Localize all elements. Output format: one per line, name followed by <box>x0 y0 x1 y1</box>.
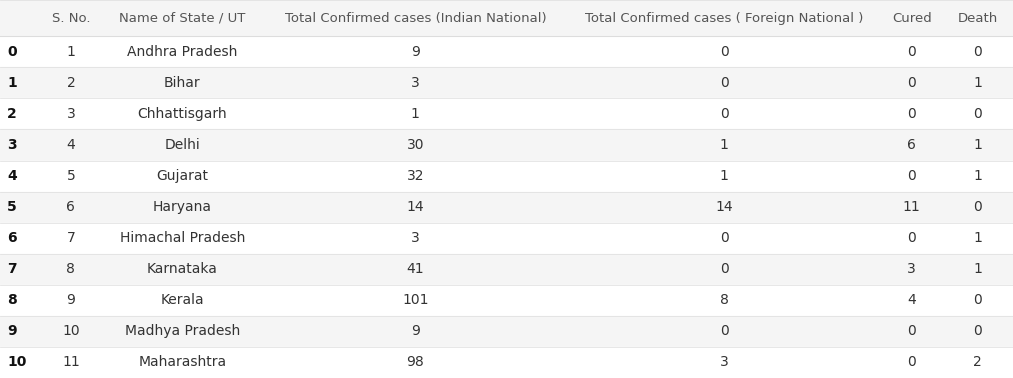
Bar <box>0 285 1013 316</box>
Text: 1: 1 <box>67 45 75 59</box>
Text: 41: 41 <box>406 262 424 276</box>
Text: 8: 8 <box>7 293 17 307</box>
Text: 0: 0 <box>908 231 916 245</box>
Text: 0: 0 <box>908 107 916 121</box>
Text: Maharashtra: Maharashtra <box>139 355 226 369</box>
Text: 14: 14 <box>406 200 424 214</box>
Bar <box>0 161 1013 192</box>
Text: 5: 5 <box>67 169 75 183</box>
Text: 1: 1 <box>7 76 17 90</box>
Text: Karnataka: Karnataka <box>147 262 218 276</box>
Text: 4: 4 <box>908 293 916 307</box>
Text: Andhra Pradesh: Andhra Pradesh <box>128 45 237 59</box>
Text: 11: 11 <box>903 200 921 214</box>
Text: 0: 0 <box>720 324 728 338</box>
Bar <box>0 36 1013 67</box>
Text: 0: 0 <box>973 293 982 307</box>
Bar <box>0 129 1013 161</box>
Bar <box>0 0 1013 36</box>
Text: S. No.: S. No. <box>52 12 90 25</box>
Text: 1: 1 <box>973 76 982 90</box>
Text: 10: 10 <box>62 324 80 338</box>
Text: 3: 3 <box>908 262 916 276</box>
Text: 0: 0 <box>908 355 916 369</box>
Text: 0: 0 <box>973 107 982 121</box>
Bar <box>0 67 1013 98</box>
Text: 7: 7 <box>67 231 75 245</box>
Text: 8: 8 <box>67 262 75 276</box>
Text: Death: Death <box>957 12 998 25</box>
Text: 1: 1 <box>720 169 728 183</box>
Text: 5: 5 <box>7 200 17 214</box>
Bar <box>0 98 1013 129</box>
Text: 0: 0 <box>908 76 916 90</box>
Text: 98: 98 <box>406 355 424 369</box>
Text: Kerala: Kerala <box>160 293 205 307</box>
Text: Bihar: Bihar <box>164 76 201 90</box>
Text: 1: 1 <box>973 231 982 245</box>
Text: 9: 9 <box>411 324 419 338</box>
Text: Total Confirmed cases (Indian National): Total Confirmed cases (Indian National) <box>285 12 546 25</box>
Text: 8: 8 <box>720 293 728 307</box>
Text: 3: 3 <box>720 355 728 369</box>
Text: 3: 3 <box>67 107 75 121</box>
Text: 9: 9 <box>411 45 419 59</box>
Text: Cured: Cured <box>891 12 932 25</box>
Text: 9: 9 <box>7 324 17 338</box>
Text: 1: 1 <box>720 138 728 152</box>
Text: 11: 11 <box>62 355 80 369</box>
Text: Total Confirmed cases ( Foreign National ): Total Confirmed cases ( Foreign National… <box>586 12 863 25</box>
Text: 1: 1 <box>411 107 419 121</box>
Text: 7: 7 <box>7 262 17 276</box>
Text: 0: 0 <box>908 324 916 338</box>
Bar <box>0 254 1013 285</box>
Text: 2: 2 <box>67 76 75 90</box>
Text: Haryana: Haryana <box>153 200 212 214</box>
Bar <box>0 223 1013 254</box>
Text: 4: 4 <box>7 169 17 183</box>
Text: 0: 0 <box>908 169 916 183</box>
Text: Gujarat: Gujarat <box>156 169 209 183</box>
Text: 1: 1 <box>973 169 982 183</box>
Text: 3: 3 <box>7 138 17 152</box>
Text: 0: 0 <box>908 45 916 59</box>
Text: 0: 0 <box>720 262 728 276</box>
Text: 0: 0 <box>720 107 728 121</box>
Text: 0: 0 <box>973 200 982 214</box>
Text: 101: 101 <box>402 293 428 307</box>
Text: 6: 6 <box>67 200 75 214</box>
Text: 14: 14 <box>715 200 733 214</box>
Bar <box>0 347 1013 378</box>
Text: 0: 0 <box>720 45 728 59</box>
Text: 6: 6 <box>908 138 916 152</box>
Text: Name of State / UT: Name of State / UT <box>120 12 245 25</box>
Text: 3: 3 <box>411 76 419 90</box>
Text: 2: 2 <box>7 107 17 121</box>
Text: 0: 0 <box>973 324 982 338</box>
Text: Chhattisgarh: Chhattisgarh <box>138 107 227 121</box>
Bar <box>0 316 1013 347</box>
Text: 0: 0 <box>720 76 728 90</box>
Text: 0: 0 <box>7 45 17 59</box>
Text: 3: 3 <box>411 231 419 245</box>
Text: 0: 0 <box>973 45 982 59</box>
Text: 4: 4 <box>67 138 75 152</box>
Text: Himachal Pradesh: Himachal Pradesh <box>120 231 245 245</box>
Text: 2: 2 <box>973 355 982 369</box>
Text: 32: 32 <box>406 169 424 183</box>
Text: 6: 6 <box>7 231 17 245</box>
Text: Delhi: Delhi <box>164 138 201 152</box>
Text: Madhya Pradesh: Madhya Pradesh <box>125 324 240 338</box>
Bar <box>0 192 1013 223</box>
Text: 30: 30 <box>406 138 424 152</box>
Text: 1: 1 <box>973 262 982 276</box>
Text: 9: 9 <box>67 293 75 307</box>
Text: 1: 1 <box>973 138 982 152</box>
Text: 0: 0 <box>720 231 728 245</box>
Text: 10: 10 <box>7 355 26 369</box>
